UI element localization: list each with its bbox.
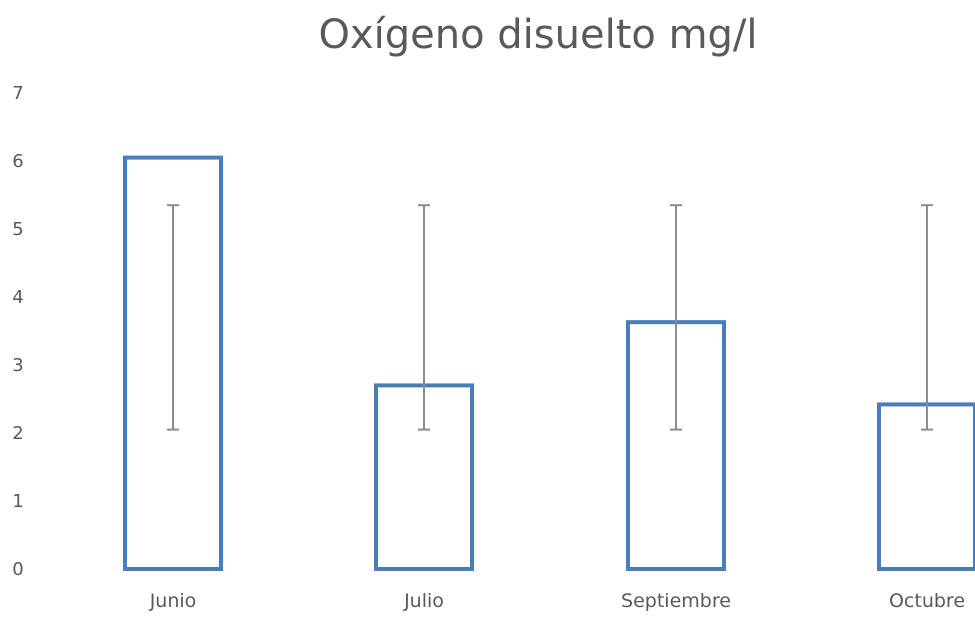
y-tick-label: 1 — [12, 491, 23, 512]
y-tick-label: 7 — [12, 83, 23, 104]
x-category-label: Octubre — [889, 590, 965, 612]
error-bar-julio — [418, 204, 430, 431]
y-tick-label: 0 — [12, 559, 23, 580]
error-bar-septiembre — [670, 204, 682, 431]
x-category-label: Julio — [403, 590, 444, 612]
y-axis-ticks: 0 1 2 3 4 5 6 7 — [12, 83, 23, 580]
y-tick-label: 4 — [12, 287, 23, 308]
bars — [123, 155, 975, 571]
x-category-label: Septiembre — [621, 590, 731, 612]
x-axis-labels: Junio Julio Septiembre Octubre — [149, 590, 965, 612]
y-tick-label: 6 — [12, 151, 23, 172]
error-bar-octubre — [921, 204, 933, 431]
y-tick-label: 2 — [12, 423, 23, 444]
y-tick-label: 5 — [12, 219, 23, 240]
x-category-label: Junio — [149, 590, 197, 612]
chart-title: Oxígeno disuelto mg/l — [318, 12, 757, 58]
error-bar-junio — [167, 204, 179, 431]
y-tick-label: 3 — [12, 355, 23, 376]
bar-junio — [123, 155, 223, 571]
error-bars — [167, 204, 933, 431]
